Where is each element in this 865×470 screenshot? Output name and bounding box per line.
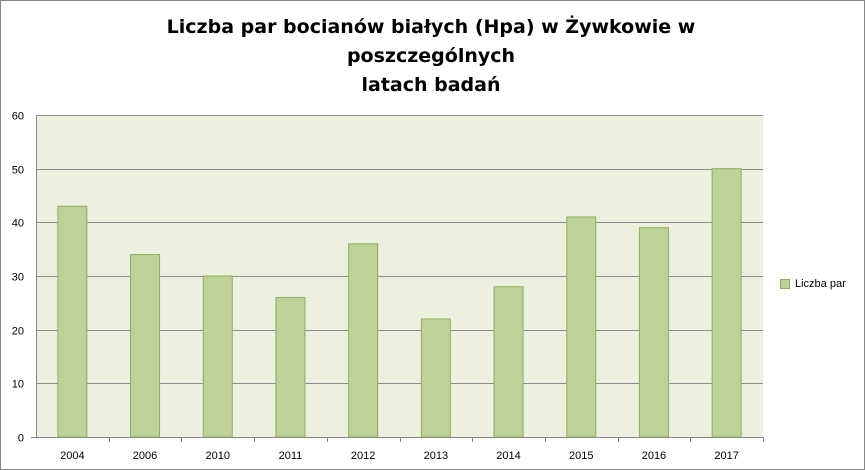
x-tick-label: 2014 bbox=[496, 450, 520, 462]
chart-title: Liczba par bocianów białych (Hpa) w Żywk… bbox=[101, 13, 761, 100]
x-tick-label: 2013 bbox=[424, 450, 448, 462]
bar bbox=[202, 275, 233, 438]
y-tick-label: 10 bbox=[12, 379, 24, 391]
y-tick-label: 40 bbox=[12, 218, 24, 230]
bar bbox=[275, 296, 306, 438]
y-tick-label: 30 bbox=[12, 272, 24, 284]
bar bbox=[420, 318, 451, 438]
y-tick-label: 60 bbox=[12, 111, 24, 123]
x-tick-label: 2004 bbox=[60, 450, 84, 462]
x-tick-label: 2011 bbox=[279, 450, 303, 462]
legend-swatch bbox=[780, 279, 790, 289]
x-tick-label: 2010 bbox=[206, 450, 230, 462]
x-tick-label: 2006 bbox=[133, 450, 157, 462]
bar bbox=[493, 286, 524, 438]
y-tick-label: 20 bbox=[12, 326, 24, 338]
legend-label: Liczba par bbox=[795, 278, 846, 290]
x-tick-label: 2016 bbox=[642, 450, 666, 462]
bar bbox=[348, 243, 379, 438]
chart-title-line-1: Liczba par bocianów białych (Hpa) w Żywk… bbox=[166, 16, 696, 67]
bar bbox=[711, 168, 742, 438]
x-tick-label: 2012 bbox=[351, 450, 375, 462]
x-tick-label: 2015 bbox=[569, 450, 593, 462]
bar bbox=[57, 205, 88, 438]
x-tick-label: 2017 bbox=[714, 450, 738, 462]
bar bbox=[130, 254, 161, 438]
bar bbox=[638, 227, 669, 438]
y-tick-label: 0 bbox=[18, 433, 24, 445]
legend: Liczba par bbox=[780, 278, 846, 290]
chart-title-line-2: latach badań bbox=[361, 74, 501, 96]
y-tick-label: 50 bbox=[12, 165, 24, 177]
bar bbox=[566, 216, 597, 438]
